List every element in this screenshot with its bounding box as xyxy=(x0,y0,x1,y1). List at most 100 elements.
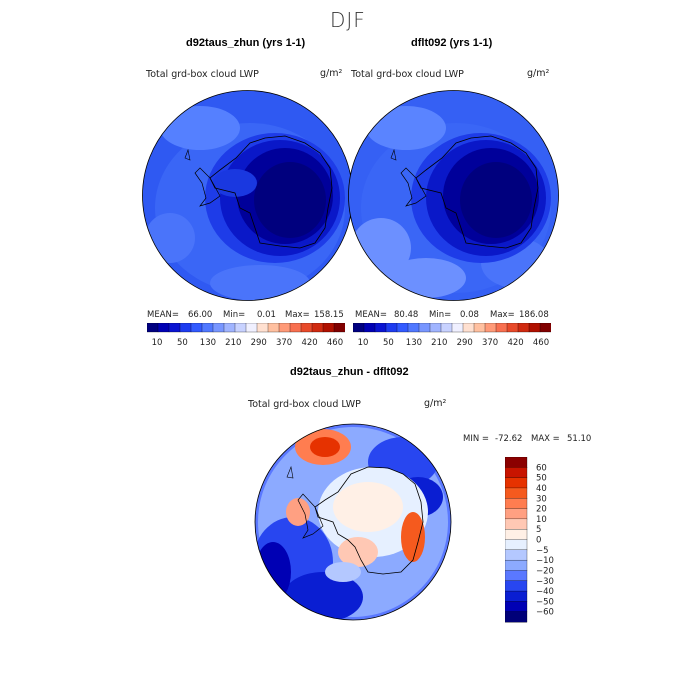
colorbar-swatch xyxy=(333,323,345,333)
colorbar-tick-label: −30 xyxy=(536,577,554,587)
colorbar-tick-label: −60 xyxy=(536,608,554,618)
panel1-min-value: 0.01 xyxy=(257,310,276,320)
panel2-colorbar: 10 50 130 210 290 370 420 460 xyxy=(353,323,551,348)
panel3-variable-label: Total grd-box cloud LWP xyxy=(248,399,361,410)
colorbar-swatch xyxy=(201,323,214,333)
colorbar-swatch xyxy=(353,323,365,333)
panel3-title: d92taus_zhun - dflt092 xyxy=(290,366,409,378)
panel1-colorbar: 10 50 130 210 290 370 420 460 xyxy=(147,323,345,348)
colorbar-swatch xyxy=(440,323,453,333)
panel3-max-value: 51.10 xyxy=(567,434,592,444)
colorbar-swatch xyxy=(289,323,302,333)
colorbar-swatch xyxy=(528,323,541,333)
colorbar-swatch xyxy=(505,518,528,530)
panel1-max-label: Max= xyxy=(285,310,310,320)
colorbar-swatch xyxy=(505,601,528,613)
colorbar-swatch xyxy=(300,323,313,333)
panel1-units-label: g/m² xyxy=(320,68,343,79)
colorbar-swatch xyxy=(505,611,528,623)
colorbar-swatch xyxy=(212,323,225,333)
colorbar-swatch xyxy=(234,323,247,333)
colorbar-swatch xyxy=(396,323,409,333)
colorbar-swatch xyxy=(462,323,475,333)
colorbar-swatch xyxy=(256,323,269,333)
panel2-max-label: Max= xyxy=(490,310,515,320)
colorbar-tick-label: 460 xyxy=(533,338,549,348)
colorbar-swatch xyxy=(505,498,528,510)
colorbar-swatch xyxy=(418,323,431,333)
colorbar-tick-label: 210 xyxy=(431,338,447,348)
colorbar-swatch xyxy=(505,590,528,602)
colorbar-swatch xyxy=(179,323,192,333)
colorbar-tick-label: 130 xyxy=(406,338,422,348)
colorbar-tick-label: 40 xyxy=(536,484,547,494)
colorbar-swatch xyxy=(505,477,528,489)
colorbar-tick-label: 0 xyxy=(536,536,541,546)
colorbar-swatch xyxy=(168,323,181,333)
colorbar-swatch xyxy=(278,323,291,333)
colorbar-tick-label: 290 xyxy=(457,338,473,348)
colorbar-tick-label: 20 xyxy=(536,505,547,515)
panel1-mean-value: 66.00 xyxy=(188,310,213,320)
colorbar-tick-label: 460 xyxy=(327,338,343,348)
colorbar-swatch xyxy=(506,323,519,333)
colorbar-swatch xyxy=(505,457,528,468)
colorbar-swatch xyxy=(374,323,387,333)
colorbar-tick-label: 130 xyxy=(200,338,216,348)
colorbar-swatch xyxy=(505,549,528,561)
panel2-min-label: Min= xyxy=(429,310,452,320)
colorbar-swatch xyxy=(267,323,280,333)
colorbar-swatch xyxy=(407,323,420,333)
colorbar-tick-label: 10 xyxy=(358,338,369,348)
colorbar-tick-label: −5 xyxy=(536,546,549,556)
colorbar-swatch xyxy=(505,580,528,592)
colorbar-swatch xyxy=(147,323,159,333)
panel1-title: d92taus_zhun (yrs 1-1) xyxy=(186,37,306,49)
colorbar-tick-label: 370 xyxy=(482,338,498,348)
colorbar-tick-label: 420 xyxy=(507,338,523,348)
colorbar-tick-label: −50 xyxy=(536,597,554,607)
colorbar-swatch xyxy=(311,323,324,333)
panel1-map xyxy=(142,90,353,301)
colorbar-swatch xyxy=(245,323,258,333)
colorbar-swatch xyxy=(505,539,528,551)
panel2-mean-label: MEAN= xyxy=(355,310,387,320)
panel1-min-label: Min= xyxy=(223,310,246,320)
colorbar-swatch xyxy=(429,323,442,333)
colorbar-swatch xyxy=(157,323,170,333)
colorbar-swatch xyxy=(505,487,528,499)
colorbar-swatch xyxy=(484,323,497,333)
panel2-map xyxy=(348,90,559,301)
colorbar-swatch xyxy=(505,529,528,540)
colorbar-tick-label: 60 xyxy=(536,463,547,473)
colorbar-tick-label: 210 xyxy=(225,338,241,348)
colorbar-swatch xyxy=(451,323,464,333)
colorbar-swatch xyxy=(505,508,528,520)
colorbar-swatch xyxy=(495,323,508,333)
panel3-units-label: g/m² xyxy=(424,398,447,409)
colorbar-swatch xyxy=(539,323,551,333)
colorbar-tick-label: −20 xyxy=(536,566,554,576)
colorbar-tick-label: 290 xyxy=(251,338,267,348)
colorbar-tick-label: −40 xyxy=(536,587,554,597)
colorbar-swatch xyxy=(473,323,486,333)
colorbar-swatch xyxy=(322,323,335,333)
colorbar-tick-label: 50 xyxy=(536,474,547,484)
colorbar-tick-label: 5 xyxy=(536,525,541,535)
panel1-variable-label: Total grd-box cloud LWP xyxy=(146,69,259,80)
panel2-max-value: 186.08 xyxy=(519,310,549,320)
colorbar-swatch xyxy=(517,323,530,333)
colorbar-swatch xyxy=(190,323,203,333)
panel2-units-label: g/m² xyxy=(527,68,550,79)
colorbar-tick-label: 10 xyxy=(536,515,547,525)
colorbar-tick-label: 420 xyxy=(301,338,317,348)
panel3-min-label: MIN = xyxy=(463,434,490,444)
panel2-mean-value: 80.48 xyxy=(394,310,419,320)
colorbar-tick-label: 50 xyxy=(177,338,188,348)
panel1-max-value: 158.15 xyxy=(314,310,344,320)
panel2-min-value: 0.08 xyxy=(460,310,479,320)
colorbar-swatch xyxy=(385,323,398,333)
colorbar-swatch xyxy=(223,323,236,333)
panel3-min-value: -72.62 xyxy=(495,434,523,444)
